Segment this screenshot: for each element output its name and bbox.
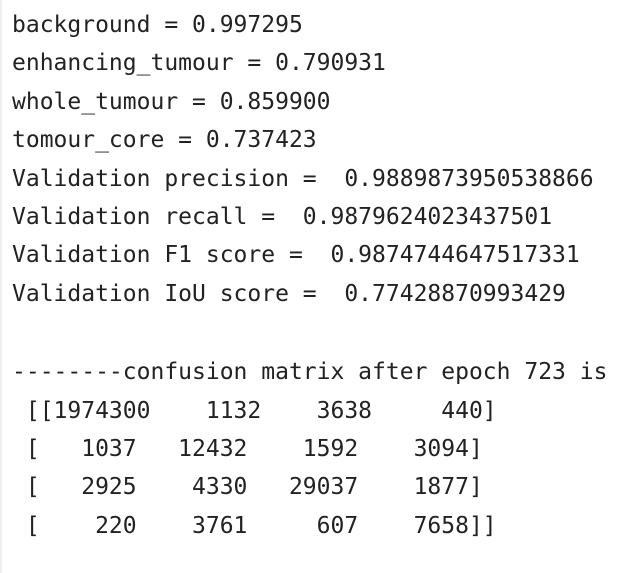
metric-line: Validation IoU score = 0.77428870993429 [12,280,566,307]
metric-line: Validation recall = 0.9879624023437501 [12,203,553,230]
matrix-row: [[1974300 1132 3638 440] [12,397,497,424]
blank-line [12,313,631,353]
matrix-row: [ 1037 12432 1592 3094] [12,435,483,462]
metric-line: Validation F1 score = 0.9874744647517331 [12,242,580,269]
matrix-row: [ 220 3761 607 7658]] [12,512,497,539]
matrix-header: --------confusion matrix after epoch 723… [12,359,608,386]
metrics-block: background = 0.997295 enhancing_tumour = … [12,6,631,313]
matrix-block: [[1974300 1132 3638 440] [ 1037 12432 15… [12,392,631,546]
metric-line: Validation precision = 0.988987395053886… [12,165,594,192]
metric-line: whole_tumour = 0.859900 [12,88,331,115]
metric-line: background = 0.997295 [12,12,303,38]
metric-line: enhancing_tumour = 0.790931 [12,50,386,77]
metric-line: tomour_core = 0.737423 [12,127,317,154]
matrix-row: [ 2925 4330 29037 1877] [12,474,483,501]
